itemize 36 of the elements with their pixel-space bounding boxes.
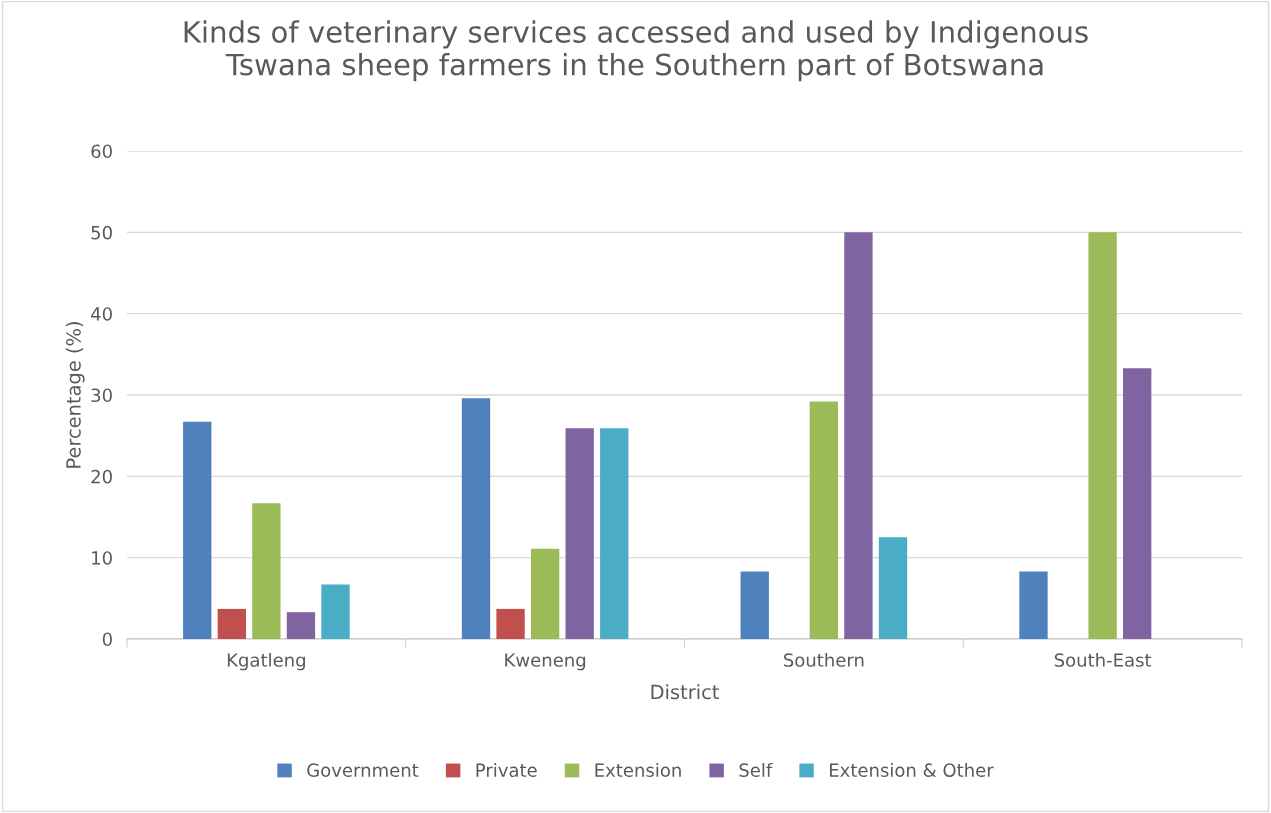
x-tick-label: Kgatleng bbox=[227, 652, 305, 671]
bar bbox=[217, 608, 246, 639]
x-tick-label: Southern bbox=[784, 652, 864, 667]
y-tick-label: 20 bbox=[91, 469, 112, 484]
bar bbox=[1088, 232, 1117, 639]
bar bbox=[286, 612, 316, 639]
x-tick-label: South-East bbox=[1054, 652, 1152, 667]
bar bbox=[252, 503, 281, 639]
bar bbox=[321, 584, 350, 639]
bar bbox=[496, 608, 525, 639]
bar bbox=[740, 571, 769, 639]
legend-label: Self bbox=[739, 763, 773, 777]
bar bbox=[1019, 571, 1048, 639]
bar bbox=[183, 421, 212, 639]
bar bbox=[600, 428, 629, 639]
bar bbox=[878, 537, 908, 639]
y-tick-label: 0 bbox=[102, 632, 112, 647]
y-tick-label: 60 bbox=[91, 144, 112, 159]
y-axis-title: Percentage (%) bbox=[65, 322, 85, 468]
y-tick-label: 50 bbox=[91, 225, 112, 240]
bar bbox=[461, 398, 491, 639]
bar bbox=[530, 548, 560, 639]
legend-label: Extension & Other bbox=[830, 763, 994, 777]
legend-label: Extension bbox=[595, 763, 681, 777]
legend-label: Private bbox=[476, 763, 537, 777]
legend-label: Government bbox=[307, 763, 419, 777]
bar bbox=[844, 232, 873, 639]
bar bbox=[1123, 368, 1152, 639]
x-axis-title: District bbox=[651, 684, 719, 700]
y-tick-label: 30 bbox=[91, 388, 112, 403]
bar bbox=[565, 428, 594, 639]
y-tick-label: 10 bbox=[92, 551, 112, 565]
x-tick-label: Kweneng bbox=[505, 653, 586, 671]
bar bbox=[809, 401, 839, 639]
chart-title: Kinds of veterinary services accessed and used by Indigenous Tswana sheep farmers in the Southern part of Botswana bbox=[184, 20, 1088, 82]
y-tick-label: 40 bbox=[91, 307, 112, 321]
